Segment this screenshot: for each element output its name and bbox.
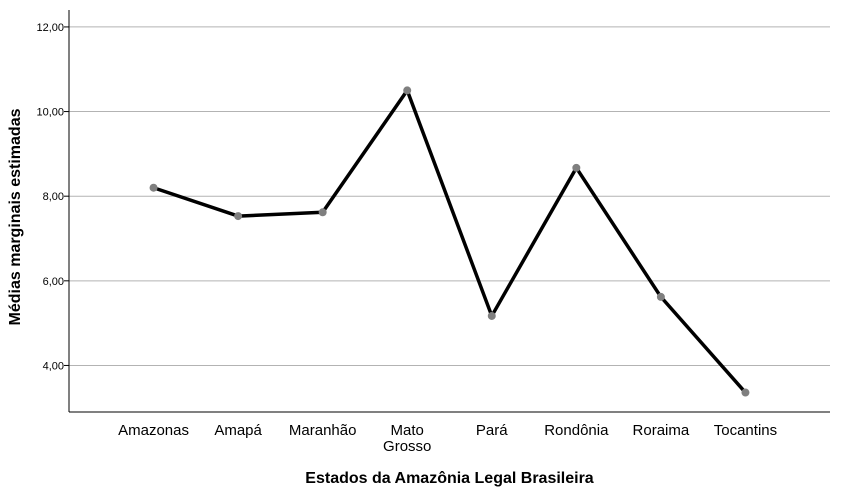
x-tick-label: Amazonas: [118, 422, 189, 439]
x-tick-label-line: Maranhão: [289, 422, 357, 439]
x-tick-label-line: Roraima: [633, 422, 690, 439]
x-tick-label: Maranhão: [289, 422, 357, 439]
x-tick-label-line: Rondônia: [544, 422, 609, 439]
x-tick-label-line: Tocantins: [714, 422, 777, 439]
x-axis-title: Estados da Amazônia Legal Brasileira: [305, 470, 594, 487]
x-tick-label-line: Pará: [476, 422, 508, 439]
x-tick-label: Pará: [476, 422, 508, 439]
y-tick-label: 8,00: [43, 191, 64, 203]
x-tick-label-line: Amapá: [214, 422, 262, 439]
x-tick-label: Rondônia: [544, 422, 609, 439]
y-axis-title: Médias marginais estimadas: [7, 108, 24, 325]
x-tick-label: Amapá: [214, 422, 262, 439]
y-tick-label: 10,00: [36, 107, 64, 119]
y-tick-label: 6,00: [43, 276, 64, 288]
x-tick-label-line: Mato: [391, 422, 424, 439]
data-point: [656, 292, 665, 301]
x-tick-label-line: Amazonas: [118, 422, 189, 439]
data-point: [487, 311, 496, 320]
y-tick-label: 4,00: [43, 360, 64, 372]
y-tick-labels: 4,00 6,00 8,00 10,00 12,00: [36, 22, 69, 372]
data-point: [318, 208, 327, 217]
gridlines: [69, 26, 830, 366]
x-tick-label: Tocantins: [714, 422, 777, 439]
series: [149, 86, 750, 397]
axes: [68, 10, 830, 413]
data-point: [741, 388, 750, 397]
data-point: [403, 86, 412, 95]
series-line: [151, 88, 748, 395]
x-tick-labels: Amazonas Amapá Maranhão Mato Grosso Pará Rondô…: [118, 422, 777, 455]
x-tick-label: Mato Grosso: [383, 422, 431, 455]
data-point: [149, 183, 158, 192]
y-tick-label: 12,00: [36, 22, 64, 34]
x-tick-label-line: Grosso: [383, 438, 431, 455]
x-tick-label: Roraima: [633, 422, 690, 439]
data-point: [572, 163, 581, 172]
data-point: [234, 212, 243, 221]
